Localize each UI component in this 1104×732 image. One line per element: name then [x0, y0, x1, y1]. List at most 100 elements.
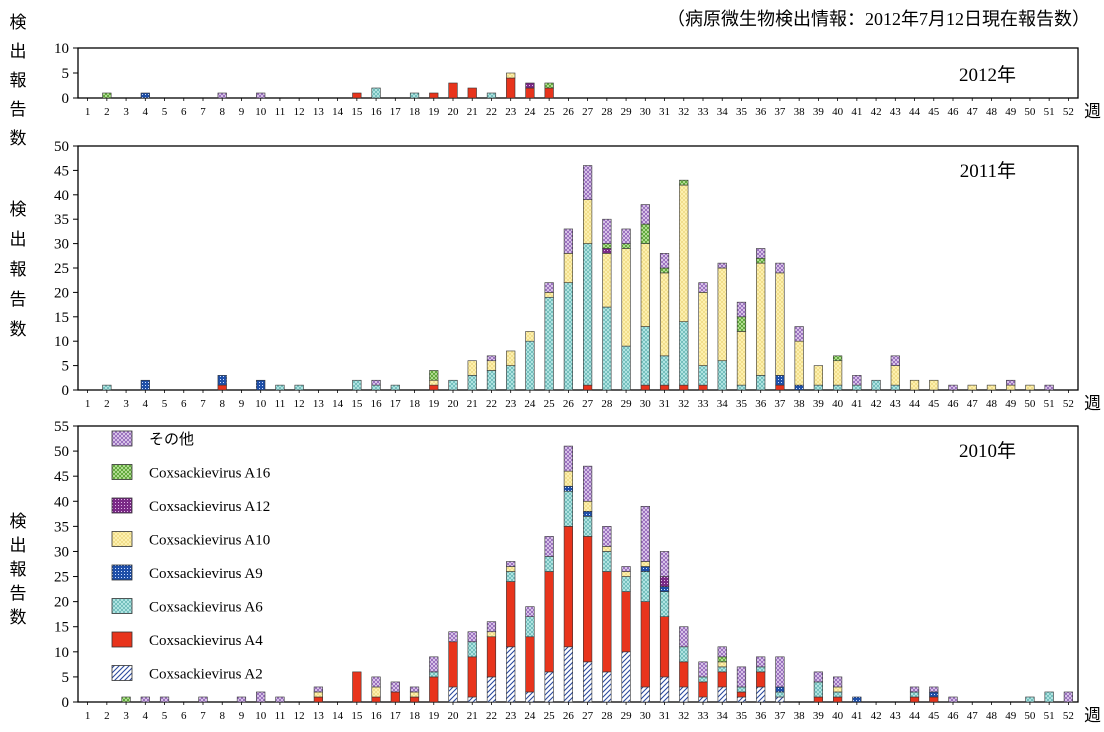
bar-segment-w24-A6: [525, 340, 535, 391]
bar-segment-w26-A4: [563, 526, 573, 648]
bar-segment-w32-A6: [679, 321, 689, 386]
bar-segment-w36-A16: [756, 257, 766, 264]
x-tick-label: 3: [123, 106, 129, 118]
y-tick-label: 20: [54, 595, 69, 611]
bar-segment-w33-A4: [698, 681, 708, 698]
x-tick-label: 40: [832, 106, 844, 118]
legend-label-A2: Coxsackievirus A2: [149, 667, 263, 683]
bar-segment-w21-A4: [467, 656, 477, 698]
bar-segment-w26-other: [563, 228, 573, 254]
bar-segment-w39-other: [813, 671, 823, 683]
bar-segment-w25-A4: [544, 571, 554, 673]
x-tick-label: 32: [678, 398, 689, 410]
x-tick-label: 42: [871, 710, 882, 722]
bar-segment-w21-A4: [467, 87, 477, 99]
bar-segment-w32-A6: [679, 646, 689, 663]
x-tick-label: 50: [1024, 710, 1036, 722]
legend-swatch-A16: [111, 464, 133, 480]
bar-segment-w20-A4: [448, 82, 458, 99]
bar-segment-w13-other: [313, 686, 323, 693]
x-tick-label: 30: [640, 710, 652, 722]
bar-segment-w37-A2: [775, 696, 785, 703]
bar-segment-w35-A10: [736, 331, 747, 386]
legend-label-A10: Coxsackievirus A10: [149, 533, 270, 549]
bar-segment-w26-A6: [563, 490, 573, 527]
x-tick-label: 13: [313, 710, 325, 722]
bar-segment-w39-A10: [813, 365, 823, 386]
x-tick-label: 33: [698, 398, 710, 410]
bar-segment-w11-A6: [275, 384, 285, 391]
bar-segment-w4-A9: [140, 379, 150, 391]
bar-segment-w31-A6: [659, 591, 670, 617]
x-tick-label: 46: [948, 710, 960, 722]
x-tick-label: 45: [928, 398, 940, 410]
y-tick-label: 50: [54, 139, 69, 155]
x-tick-label: 18: [409, 106, 421, 118]
legend-swatch-A9: [111, 564, 133, 581]
bar-segment-w38-A9: [794, 384, 804, 391]
bar-segment-w13-A4: [313, 696, 323, 703]
x-tick-label: 4: [143, 106, 149, 118]
bar-segment-w25-A6: [544, 556, 554, 572]
bar-segment-w32-A4: [679, 384, 689, 391]
bar-segment-w24-A4: [525, 636, 535, 693]
x-tick-label: 21: [467, 710, 478, 722]
bar-segment-w19-A4: [429, 92, 439, 99]
x-tick-label: 31: [659, 710, 670, 722]
x-tick-label: 11: [275, 398, 286, 410]
y-tick-label: 10: [54, 41, 69, 57]
x-tick-label: 19: [428, 106, 440, 118]
bar-segment-w32-other: [679, 626, 689, 648]
x-tick-label: 47: [967, 398, 979, 410]
bar-segment-w34-other: [717, 646, 727, 658]
legend-swatch-other: [111, 430, 133, 447]
x-tick-label: 44: [909, 398, 921, 410]
y-tick-label: 40: [54, 188, 69, 204]
x-tick-label: 17: [390, 106, 402, 118]
x-tick-label: 1: [85, 710, 91, 722]
x-tick-label: 9: [239, 106, 245, 118]
x-tick-label: 3: [123, 710, 129, 722]
bar-segment-w34-A10: [717, 267, 727, 362]
x-tick-label: 17: [390, 398, 402, 410]
bar-segment-w19-A6: [429, 671, 439, 678]
x-tick-label: 7: [200, 398, 206, 410]
x-tick-label: 47: [967, 106, 979, 118]
x-tick-label: 39: [813, 106, 825, 118]
x-tick-label: 27: [582, 106, 594, 118]
bar-segment-w29-other: [621, 228, 631, 244]
bar-segment-w36-A10: [756, 262, 766, 376]
bar-segment-w3-A16: [121, 696, 131, 703]
x-tick-label: 14: [332, 710, 344, 722]
bar-segment-w33-A2: [698, 696, 708, 703]
bar-segment-w17-other: [390, 681, 400, 693]
x-tick-label: 34: [717, 106, 729, 118]
bar-segment-w24-other: [525, 606, 535, 617]
y-tick-label: 15: [54, 620, 69, 636]
bar-segment-w26-A6: [563, 282, 573, 391]
x-tick-label: 2: [104, 398, 110, 410]
bar-segment-w31-A4: [659, 616, 670, 678]
bar-segment-w35-A6: [736, 686, 747, 693]
x-tick-label: 22: [486, 106, 497, 118]
bar-segment-w35-A6: [736, 384, 747, 391]
x-tick-label: 49: [1005, 398, 1017, 410]
bar-segment-w30-A9: [640, 566, 650, 572]
y-tick-label: 15: [54, 310, 69, 326]
bar-segment-w23-A10: [506, 566, 516, 572]
y-axis-label-char: 数: [10, 129, 27, 148]
x-tick-label: 46: [948, 106, 960, 118]
y-tick-label: 25: [54, 261, 69, 277]
bar-segment-w26-A10: [563, 470, 573, 487]
bar-segment-w31-other: [659, 253, 670, 269]
bar-segment-w38-other: [794, 326, 804, 342]
bar-segment-w40-A10: [833, 360, 843, 386]
bar-segment-w50-A10: [1025, 384, 1035, 391]
bar-segment-w28-A2: [602, 671, 612, 703]
bar-segment-w34-A2: [717, 686, 727, 703]
y-tick-label: 30: [54, 237, 69, 253]
x-tick-label: 25: [544, 398, 556, 410]
y-tick-label: 20: [54, 285, 69, 301]
bar-segment-w44-A4: [909, 696, 920, 703]
y-tick-label: 30: [54, 544, 69, 560]
